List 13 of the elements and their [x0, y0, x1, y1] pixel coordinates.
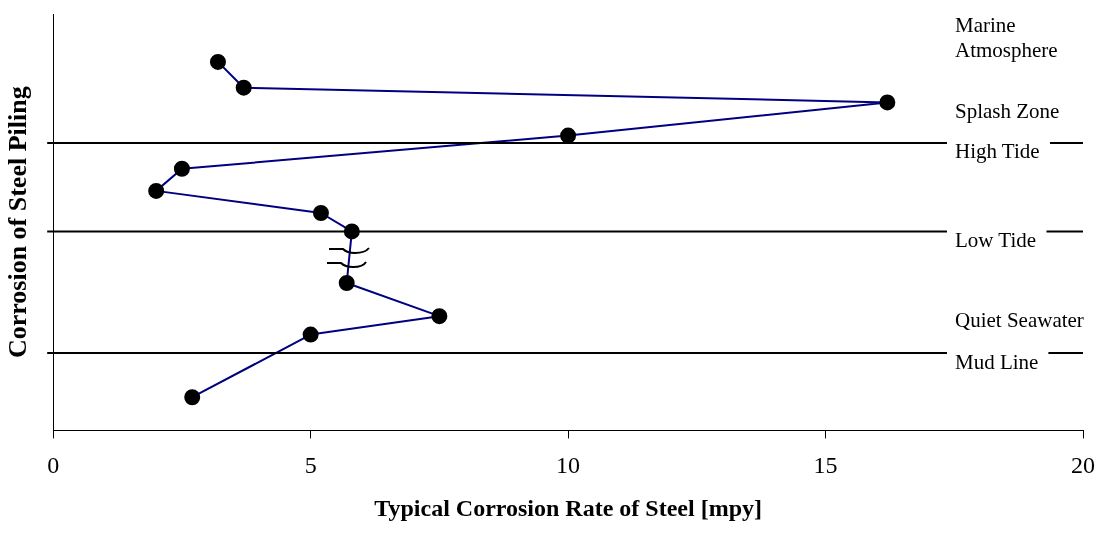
annotation: Marine Atmosphere: [955, 13, 1058, 63]
x-tick-label: 5: [304, 452, 317, 479]
ref-line-label: Mud Line: [955, 349, 1039, 374]
x-tick-label: 20: [1071, 452, 1095, 479]
annotation: Splash Zone: [955, 98, 1060, 123]
x-tick-label: 0: [47, 452, 60, 479]
x-axis-title: Typical Corrosion Rate of Steel [mpy]: [374, 494, 762, 521]
ref-line-label: High Tide: [955, 139, 1040, 164]
x-tick-label: 10: [556, 452, 581, 479]
x-tick-label: 15: [813, 452, 838, 479]
annotation: Quiet Seawater: [955, 307, 1084, 332]
ref-line-label: Low Tide: [955, 227, 1037, 252]
y-axis-title: Corrosion of Steel Piling: [3, 86, 33, 359]
